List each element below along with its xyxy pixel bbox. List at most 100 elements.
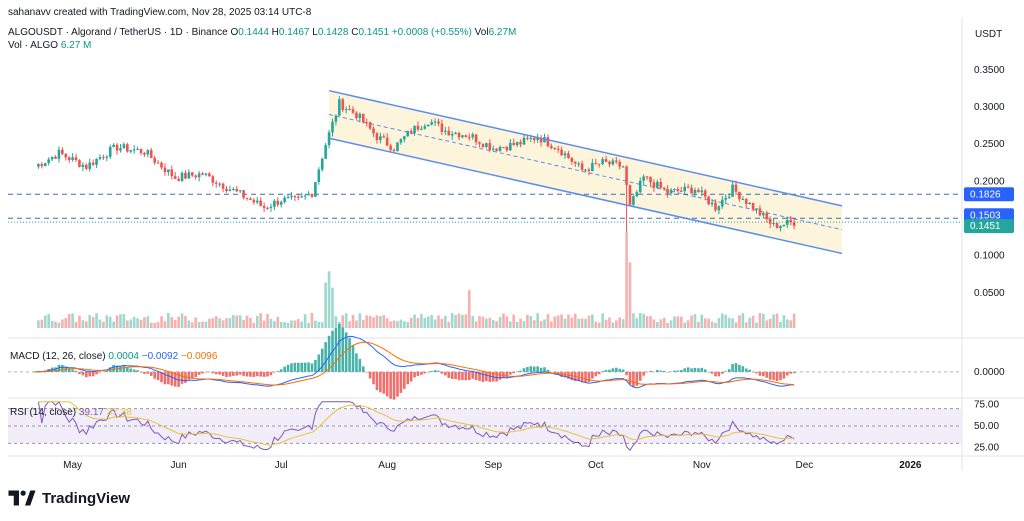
macd-hist-bar [399,371,403,393]
macd-hist-bar [744,368,748,372]
high-label: H [271,27,279,38]
volume-bar [751,315,755,328]
candle-body [488,143,492,150]
candle-body [235,189,239,192]
macd-hist-bar [594,371,598,377]
volume-bar [717,318,721,328]
candle-body [727,196,731,198]
candle-body [242,190,245,198]
volume-bar [310,312,314,328]
candle-body [416,125,420,130]
volume-bar [74,322,78,328]
volume-legend-label: Vol · ALGO [8,40,59,51]
macd-hist-bar [84,371,88,378]
candle-body [608,161,611,165]
candle-body [649,176,652,183]
candle-body [765,213,769,219]
y-tick-label: 0.1000 [974,251,1005,262]
x-tick-label: Dec [795,460,813,471]
volume-bar [775,313,779,328]
candle-body [279,201,283,205]
macd-hist-bar [255,371,259,377]
macd-histogram [33,323,796,400]
volume-bar [553,316,557,328]
y-tick-label: 0.0500 [974,288,1005,299]
macd-hist-bar [290,363,293,372]
volume-bar [273,321,276,328]
candle-body [382,136,386,138]
volume-bar [512,314,516,328]
volume-bar [259,313,262,328]
macd-hist-bar [156,371,160,381]
candle-body [539,138,543,143]
macd-hist-bar [727,369,731,372]
volume-bar [355,320,358,328]
tradingview-logo[interactable]: TradingView [8,489,130,507]
candle-body [320,158,324,170]
volume-bar [225,318,228,328]
volume-bar [177,316,180,328]
macd-hist-bar [481,371,485,382]
volume-bar [67,314,71,328]
volume-bar [758,313,762,328]
macd-hist-bar [461,371,464,381]
macd-hist-bar [635,371,639,386]
candle-body [334,115,338,122]
candle-body [40,164,44,167]
candle-body [573,161,577,164]
volume-bar [611,322,615,328]
candle-body [751,202,755,210]
volume-bar [163,321,167,328]
volume-bar [416,317,420,328]
macd-hist-bar [584,371,587,383]
volume-bar [331,287,334,328]
volume-bar [37,320,40,328]
volume-bar [126,320,129,328]
candle-body [177,178,180,181]
macd-hist-bar [587,371,591,383]
volume-bar [621,319,625,328]
macd-hist-bar [252,371,256,377]
volume-bar [567,314,570,328]
candle-body [433,121,437,123]
candle-body [37,164,40,167]
volume-bar [91,317,95,328]
volume-bar [262,320,266,328]
candle-body [430,122,433,125]
x-tick-label: Sep [484,460,502,471]
macd-hist-bar [423,371,427,374]
vol-label: Vol [474,27,489,38]
macd-hist-bar [464,371,468,381]
volume-bar [570,317,574,328]
volume-bar [659,319,663,328]
volume-bar [235,315,239,328]
candle-body [553,148,557,150]
candle-body [307,194,310,196]
volume-bar [457,313,461,328]
candle-body [286,197,290,199]
candle-body [635,192,639,197]
candle-body [615,160,618,162]
candle-body [71,157,74,161]
volume-legend: Vol · ALGO 6.27 M [8,40,91,51]
macd-hist-bar [515,371,519,372]
volume-bar [440,318,444,328]
volume-bar [396,321,399,328]
candle-body [262,205,266,208]
macd-hist-bar [474,371,478,380]
macd-hist-bar [324,342,327,372]
macd-hist-bar [180,371,184,384]
candle-body [536,138,539,141]
candle-body [792,222,796,226]
price-level-label: 0.1451 [970,221,1001,232]
volume-bar [156,322,160,328]
volume-bar [300,321,304,328]
volume-bar [218,318,221,328]
candle-body [717,206,721,211]
macd-hist-bar [194,371,198,378]
macd-legend-label: MACD (12, 26, close) [10,351,106,362]
macd-hist-bar [789,371,793,374]
candle-body [652,182,656,188]
volume-bar [119,314,122,328]
